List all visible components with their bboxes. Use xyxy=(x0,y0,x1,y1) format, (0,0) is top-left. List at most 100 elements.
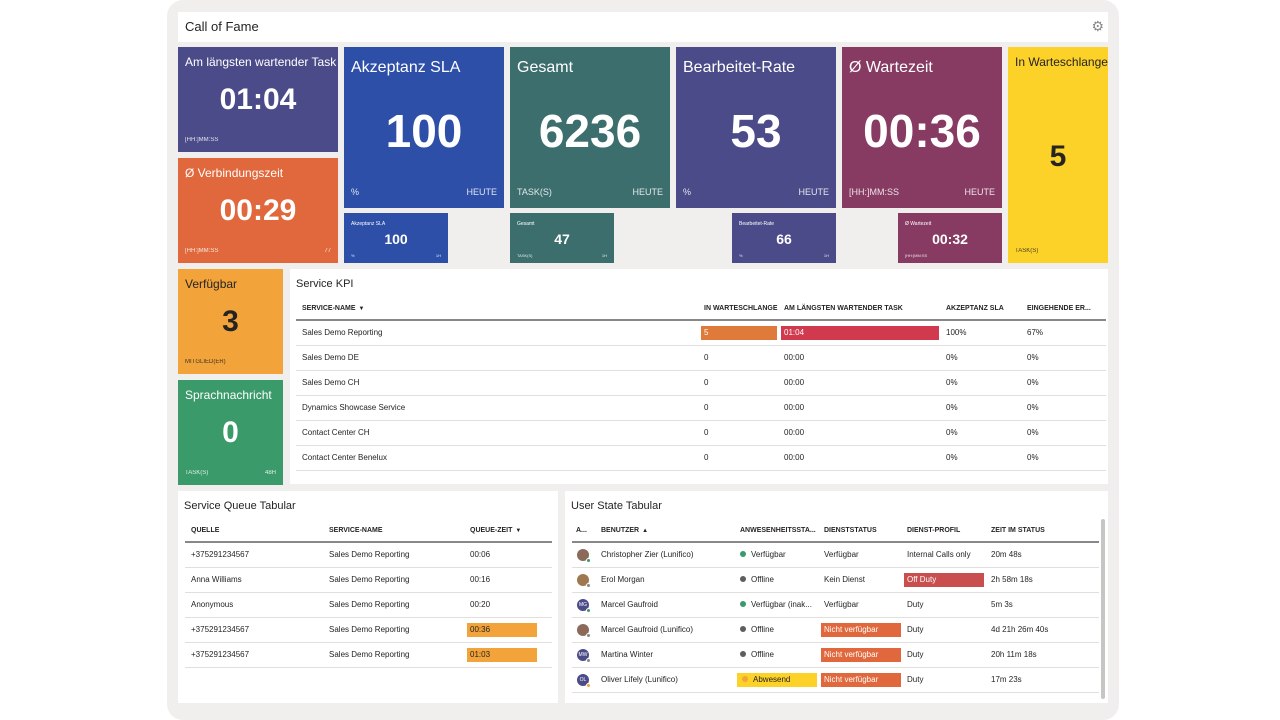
column-header[interactable]: ZEIT IM STATUS xyxy=(985,520,1099,543)
tile-label: Sprachnachricht xyxy=(185,388,272,402)
tile-label: Ø Wartezeit xyxy=(905,221,932,227)
presence-status: Offline xyxy=(734,642,818,668)
service-name: Sales Demo Reporting xyxy=(323,542,464,568)
sla-value: 0% xyxy=(940,445,1021,471)
avatar xyxy=(577,623,591,638)
service-profile: Duty xyxy=(901,592,985,618)
presence-status: Verfügbar xyxy=(734,542,818,568)
table-row[interactable]: +375291234567 Sales Demo Reporting 00:06 xyxy=(185,542,552,568)
tile-value: 00:29 xyxy=(219,194,297,227)
tile-rate[interactable]: Bearbeitet-Rate 53 % HEUTE xyxy=(676,47,836,208)
longest-wait: 00:00 xyxy=(778,420,940,446)
tile-label: Ø Verbindungszeit xyxy=(185,166,284,180)
column-header[interactable]: ANWESENHEITSSTA... xyxy=(734,520,818,543)
avatar-cell: MW xyxy=(572,642,595,668)
table-row[interactable]: MW Martina Winter Offline Nicht verfügba… xyxy=(572,642,1099,668)
tile-value: 5 xyxy=(1049,140,1067,173)
tile-value: 3 xyxy=(222,305,239,338)
service-name: Sales Demo Reporting xyxy=(296,320,698,346)
tile-available[interactable]: Verfügbar 3 MITGLIED(ER) xyxy=(178,269,283,374)
queue-count: 0 xyxy=(698,345,778,371)
tile-avg-wait[interactable]: Ø Wartezeit 00:36 [HH:]MM:SS HEUTE xyxy=(842,47,1002,208)
table-row[interactable]: Contact Center Benelux 0 00:00 0% 0% xyxy=(296,445,1106,471)
column-header[interactable]: DIENST-PROFIL xyxy=(901,520,985,543)
column-header[interactable]: QUEUE-ZEIT ▼ xyxy=(464,520,552,543)
table-row[interactable]: Anna Williams Sales Demo Reporting 00:16 xyxy=(185,567,552,593)
tile-in-queue[interactable]: In Warteschlange 5 TASK(S) xyxy=(1008,47,1108,263)
user-state-panel: User State Tabular A... BENUTZER ▲ ANWESE… xyxy=(565,491,1108,703)
section-title: User State Tabular xyxy=(571,500,662,512)
avatar-cell: OL xyxy=(572,667,595,693)
presence-dot xyxy=(740,576,746,582)
tile-period: 1H xyxy=(435,253,441,258)
table-row[interactable]: Sales Demo DE 0 00:00 0% 0% xyxy=(296,345,1106,371)
tile-unit: TASK(S) xyxy=(517,187,552,197)
table-row[interactable]: Erol Morgan Offline Kein Dienst Off Duty… xyxy=(572,567,1099,593)
queue-count: 0 xyxy=(698,370,778,396)
table-row[interactable]: Anonymous Sales Demo Reporting 00:20 xyxy=(185,592,552,618)
table-row[interactable]: Dynamics Showcase Service 0 00:00 0% 0% xyxy=(296,395,1106,421)
table-row[interactable]: Sales Demo Reporting 5 01:04 100% 67% xyxy=(296,320,1106,346)
tile-total[interactable]: Gesamt 6236 TASK(S) HEUTE xyxy=(510,47,670,208)
queue-time: 00:06 xyxy=(464,542,552,568)
column-header[interactable]: EINGEHENDE ER... xyxy=(1021,298,1106,321)
tile-mini-rate[interactable]: Bearbeitet-Rate 66 % 1H xyxy=(732,213,836,263)
vertical-scrollbar[interactable] xyxy=(1101,519,1105,699)
presence-status: Abwesend xyxy=(734,667,818,693)
table-row[interactable]: Sales Demo CH 0 00:00 0% 0% xyxy=(296,370,1106,396)
dashboard-titlebar: Call of Fame ⚙ xyxy=(178,12,1108,42)
tile-label: Bearbeitet-Rate xyxy=(683,59,796,76)
table-row[interactable]: +375291234567 Sales Demo Reporting 01:03 xyxy=(185,642,552,668)
service-status: Kein Dienst xyxy=(818,567,901,593)
column-header[interactable]: AM LÄNGSTEN WARTENDER TASK xyxy=(778,298,940,321)
tile-longest-waiting[interactable]: Am längsten wartender Task 01:04 [HH:]MM… xyxy=(178,47,338,152)
queue-time: 00:20 xyxy=(464,592,552,618)
table-row[interactable]: Contact Center CH 0 00:00 0% 0% xyxy=(296,420,1106,446)
tile-period: 1H xyxy=(601,253,607,258)
tile-mini-total[interactable]: Gesamt 47 TASK(S) 1H xyxy=(510,213,614,263)
queue-count: 0 xyxy=(698,395,778,421)
gear-icon[interactable]: ⚙ xyxy=(1091,18,1104,34)
service-name: Sales Demo DE xyxy=(296,345,698,371)
table-row[interactable]: Christopher Zier (Lunifico) Verfügbar Ve… xyxy=(572,542,1099,568)
service-name: Sales Demo Reporting xyxy=(323,567,464,593)
sla-value: 0% xyxy=(940,420,1021,446)
table-row[interactable]: Marcel Gaufroid (Lunifico) Offline Nicht… xyxy=(572,617,1099,643)
column-header[interactable]: IN WARTESCHLANGE xyxy=(698,298,778,321)
column-header[interactable]: AKZEPTANZ SLA xyxy=(940,298,1021,321)
avatar: MG xyxy=(577,598,591,613)
tile-avg-connection[interactable]: Ø Verbindungszeit 00:29 [HH:]MM:SS 77 xyxy=(178,158,338,263)
queue-source: +375291234567 xyxy=(185,642,323,668)
tile-label: Akzeptanz SLA xyxy=(351,221,386,227)
user-name: Marcel Gaufroid xyxy=(595,592,734,618)
column-header[interactable]: A... xyxy=(572,520,595,543)
tile-period: HEUTE xyxy=(964,187,995,197)
user-state-table: A... BENUTZER ▲ ANWESENHEITSSTA... DIENST… xyxy=(572,520,1099,693)
tile-unit: % xyxy=(351,187,360,197)
tile-label: Am längsten wartender Task xyxy=(185,55,337,69)
tile-mini-wait[interactable]: Ø Wartezeit 00:32 [HH:]MM:SS xyxy=(898,213,1002,263)
tile-period: 1H xyxy=(823,253,829,258)
longest-wait: 00:00 xyxy=(778,345,940,371)
tile-sla[interactable]: Akzeptanz SLA 100 % HEUTE xyxy=(344,47,504,208)
service-name: Sales Demo Reporting xyxy=(323,617,464,643)
service-status: Nicht verfügbar xyxy=(818,642,901,668)
presence-dot xyxy=(740,551,746,558)
user-name: Martina Winter xyxy=(595,642,734,668)
queue-time-highlight: 00:36 xyxy=(467,622,537,637)
table-row[interactable]: OL Oliver Lifely (Lunifico) Abwesend Nic… xyxy=(572,667,1099,693)
column-header[interactable]: DIENSTSTATUS xyxy=(818,520,901,543)
presence-dot xyxy=(586,557,591,563)
column-header[interactable]: QUELLE xyxy=(185,520,323,543)
table-row[interactable]: MG Marcel Gaufroid Verfügbar (inak... Ve… xyxy=(572,592,1099,618)
tile-voicemail[interactable]: Sprachnachricht 0 TASK(S) 48H xyxy=(178,380,283,485)
column-header[interactable]: SERVICE-NAME xyxy=(323,520,464,543)
user-name: Marcel Gaufroid (Lunifico) xyxy=(595,617,734,643)
user-name: Christopher Zier (Lunifico) xyxy=(595,542,734,568)
column-header[interactable]: BENUTZER ▲ xyxy=(595,520,734,543)
queue-source: +375291234567 xyxy=(185,542,323,568)
column-header[interactable]: SERVICE-NAME ▼ xyxy=(296,298,698,321)
queue-time: 00:16 xyxy=(464,567,552,593)
tile-mini-sla[interactable]: Akzeptanz SLA 100 % 1H xyxy=(344,213,448,263)
table-row[interactable]: +375291234567 Sales Demo Reporting 00:36 xyxy=(185,617,552,643)
